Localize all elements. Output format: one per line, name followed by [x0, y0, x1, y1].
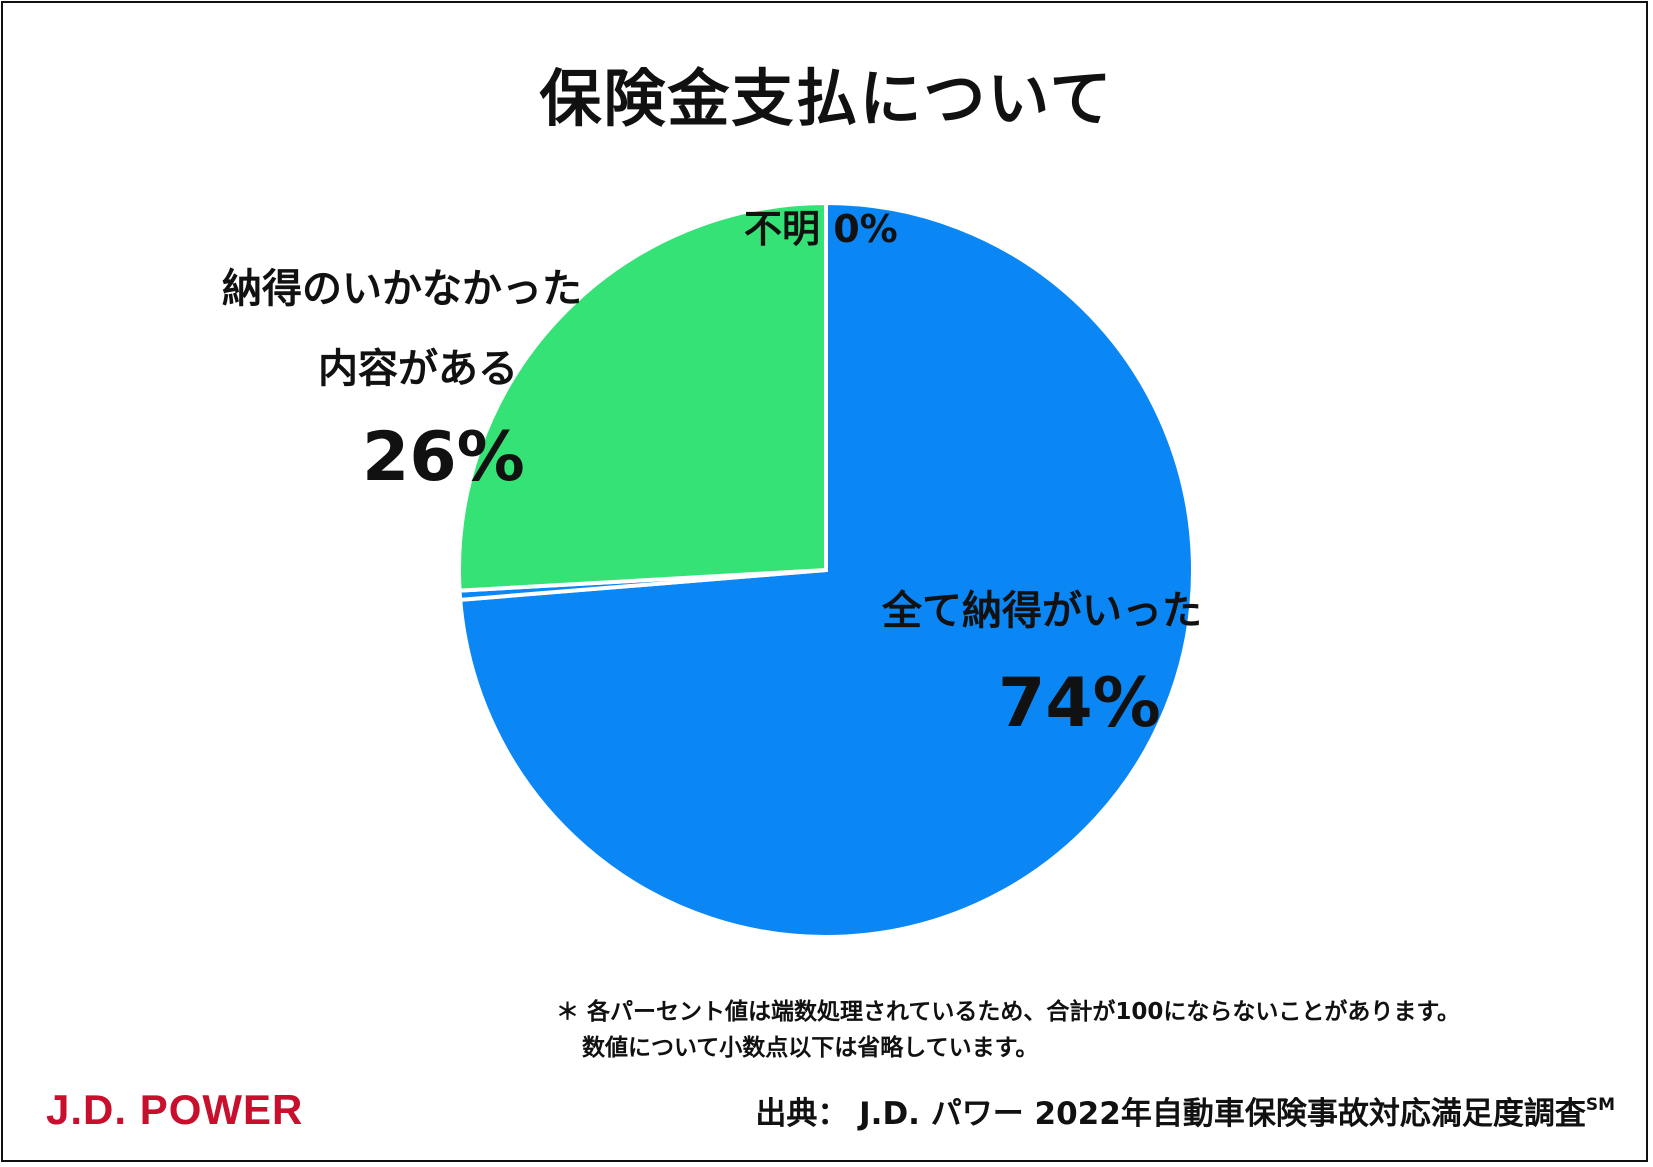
source-text: 出典： J.D. パワー 2022年自動車保険事故対応満足度調査 [755, 1096, 1586, 1132]
label-dissatisfied-pct: 26% [362, 418, 525, 497]
label-satisfied: 全て納得がいった [882, 588, 1202, 634]
source-citation: 出典： J.D. パワー 2022年自動車保険事故対応満足度調査SM [755, 1088, 1615, 1133]
footnote-line1: ＊ 各パーセント値は端数処理されているため、合計が100にならないことがあります… [556, 999, 1461, 1025]
label-satisfied-pct: 74% [998, 664, 1161, 743]
footnote-line2: 数値について小数点以下は省略しています。 [582, 1035, 1039, 1061]
label-dissatisfied-line2: 内容がある [318, 346, 518, 392]
jd-power-logo: J.D. POWER [46, 1086, 304, 1133]
service-mark: SM [1585, 1095, 1615, 1115]
label-unknown: 不明 0% [744, 207, 898, 251]
footnote: ＊ 各パーセント値は端数処理されているため、合計が100にならないことがあります… [556, 994, 1460, 1066]
pie-slice-2 [457, 200, 828, 593]
label-dissatisfied-line1: 納得のいかなかった [222, 266, 582, 312]
chart-title: 保険金支払について [539, 62, 1114, 135]
